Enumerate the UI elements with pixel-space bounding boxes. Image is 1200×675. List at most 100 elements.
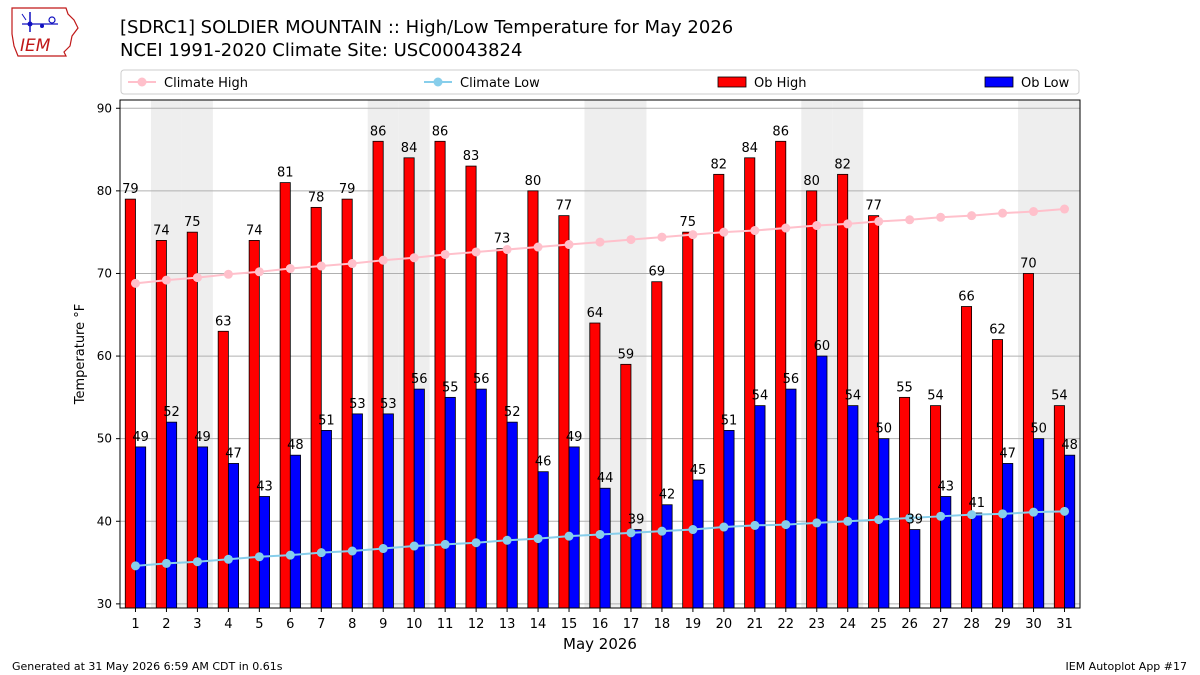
ob-high-label-6: 81 <box>277 166 294 181</box>
ob-low-label-1: 49 <box>132 430 149 445</box>
logo-text: IEM <box>20 36 51 56</box>
x-tick-label-12: 12 <box>468 617 485 632</box>
ob-low-label-22: 56 <box>783 372 800 387</box>
y-tick-label-50: 50 <box>97 432 112 446</box>
ob-high-label-28: 66 <box>958 290 975 305</box>
ob-high-label-30: 70 <box>1020 256 1037 271</box>
climate-low-point-8 <box>347 546 357 556</box>
x-tick-label-30: 30 <box>1025 617 1042 632</box>
y-tick-label-90: 90 <box>97 101 112 115</box>
ob-low-label-12: 56 <box>473 372 490 387</box>
climate-high-point-19 <box>688 230 698 240</box>
ob-low-bar-21 <box>754 405 766 609</box>
y-tick-label-40: 40 <box>97 514 112 528</box>
climate-high-point-4 <box>223 269 233 279</box>
ob-low-bar-13 <box>506 421 518 609</box>
climate-low-point-28 <box>967 510 977 520</box>
x-tick-label-17: 17 <box>623 617 640 632</box>
x-tick-label-16: 16 <box>592 617 609 632</box>
iem-logo: IEM <box>11 7 79 57</box>
x-tick-label-2: 2 <box>162 617 170 632</box>
ob-low-bar-22 <box>785 388 797 609</box>
y-tick-label-80: 80 <box>97 184 112 198</box>
x-tick-label-6: 6 <box>286 617 294 632</box>
climate-high-point-18 <box>657 232 667 242</box>
climate-low-point-23 <box>812 518 822 528</box>
climate-low-point-17 <box>626 528 636 538</box>
climate-low-point-12 <box>471 538 481 548</box>
climate-high-point-21 <box>750 226 760 236</box>
ob-low-bar-10 <box>413 388 425 609</box>
climate-low-point-3 <box>192 557 202 567</box>
x-tick-label-7: 7 <box>317 617 325 632</box>
ob-low-bar-23 <box>816 355 828 609</box>
ob-low-label-31: 48 <box>1061 438 1078 453</box>
ob-low-label-8: 53 <box>349 397 366 412</box>
ob-low-bar-9 <box>382 413 394 609</box>
legend-swatch-3 <box>984 76 1014 88</box>
ob-low-label-6: 48 <box>287 438 304 453</box>
ob-low-label-11: 55 <box>442 380 459 395</box>
ob-high-bar-4 <box>217 330 229 609</box>
x-tick-label-1: 1 <box>131 617 139 632</box>
climate-high-point-5 <box>254 267 264 277</box>
ob-high-label-18: 69 <box>649 265 666 280</box>
ob-low-label-27: 43 <box>937 479 954 494</box>
x-tick-label-26: 26 <box>901 617 918 632</box>
ob-low-label-20: 51 <box>721 413 738 428</box>
ob-high-label-24: 82 <box>834 157 851 172</box>
x-tick-label-13: 13 <box>499 617 516 632</box>
ob-high-label-11: 86 <box>432 124 449 139</box>
ob-high-bar-26 <box>899 396 911 609</box>
ob-high-label-19: 75 <box>680 215 697 230</box>
climate-low-point-6 <box>285 550 295 560</box>
ob-low-bar-19 <box>692 479 704 609</box>
ob-low-label-13: 52 <box>504 405 521 420</box>
ob-low-label-15: 49 <box>566 430 583 445</box>
ob-high-bar-2 <box>155 240 167 609</box>
climate-high-point-22 <box>781 223 791 233</box>
ob-high-bar-27 <box>930 405 942 609</box>
climate-high-point-2 <box>161 275 171 285</box>
ob-low-label-17: 39 <box>628 513 645 528</box>
ob-high-bar-13 <box>496 248 508 609</box>
ob-high-label-26: 55 <box>896 380 913 395</box>
ob-low-label-18: 42 <box>659 488 676 503</box>
climate-low-point-5 <box>254 552 264 562</box>
ob-low-label-19: 45 <box>690 463 707 478</box>
ob-high-bar-29 <box>991 339 1003 609</box>
climate-high-point-3 <box>192 273 202 283</box>
climate-high-point-29 <box>998 208 1008 218</box>
ob-low-label-14: 46 <box>535 455 552 470</box>
ob-high-bar-31 <box>1053 405 1065 609</box>
climate-high-point-11 <box>440 249 450 259</box>
ob-high-bar-11 <box>434 140 446 609</box>
x-tick-label-8: 8 <box>348 617 356 632</box>
ob-high-bar-23 <box>806 190 818 609</box>
x-axis-label: May 2026 <box>563 635 637 653</box>
climate-high-point-27 <box>936 212 946 222</box>
climate-high-point-28 <box>967 211 977 221</box>
ob-low-bar-31 <box>1064 454 1076 609</box>
ob-low-label-29: 47 <box>999 446 1016 461</box>
climate-low-point-2 <box>161 558 171 568</box>
bar-value-labels: 79 74 75 63 74 81 78 79 86 84 86 83 73 80 77 64 59 69 75 82… <box>122 124 1078 527</box>
climate-low-point-10 <box>409 541 419 551</box>
x-tick-label-29: 29 <box>994 617 1011 632</box>
x-tick-label-3: 3 <box>193 617 201 632</box>
climate-high-point-7 <box>316 261 326 271</box>
climate-low-point-21 <box>750 520 760 530</box>
x-tick-label-19: 19 <box>685 617 702 632</box>
ob-low-label-26: 39 <box>907 513 924 528</box>
climate-low-point-25 <box>874 515 884 525</box>
legend: Climate High Climate Low Ob High Ob Low <box>120 69 1080 95</box>
ob-high-label-17: 59 <box>618 347 635 362</box>
climate-high-point-9 <box>378 255 388 265</box>
legend-marker-0 <box>137 77 147 87</box>
ob-low-bar-18 <box>661 504 673 609</box>
ob-high-label-22: 86 <box>772 124 789 139</box>
y-tick-label-30: 30 <box>97 597 112 611</box>
climate-low-point-16 <box>595 529 605 539</box>
weather-station-icon <box>21 12 58 32</box>
